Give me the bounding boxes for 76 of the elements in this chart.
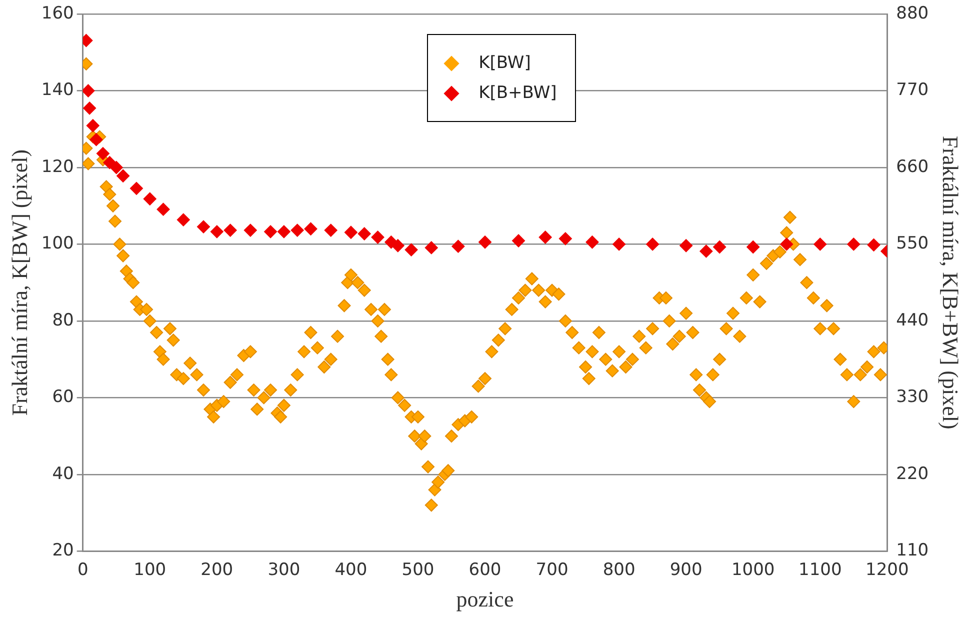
point (196, 220, 210, 234)
point (210, 225, 224, 238)
y-tick-label: 100 (41, 234, 74, 254)
point (814, 238, 827, 251)
point (130, 182, 143, 195)
legend-label: K[BW] (478, 53, 531, 73)
x-tick-label: 1000 (731, 560, 775, 580)
x-tick-label: 500 (402, 560, 434, 580)
point (156, 202, 170, 216)
y-tick-label: 40 (52, 464, 74, 484)
y2-tick-label: 550 (896, 234, 929, 254)
x-tick-label: 800 (602, 560, 636, 580)
y2-tick-label: 660 (896, 156, 929, 177)
y-tick-label: 120 (41, 156, 74, 177)
point (358, 227, 371, 240)
point (452, 240, 465, 253)
point (324, 224, 338, 237)
point (344, 226, 358, 239)
point (700, 244, 713, 258)
point (143, 192, 156, 206)
point (478, 236, 492, 249)
point (110, 160, 123, 174)
x-tick-label: 1200 (866, 560, 909, 580)
point (224, 224, 237, 237)
point (244, 224, 257, 237)
x-axis-title: pozice (456, 586, 514, 612)
point (96, 147, 110, 160)
point (512, 234, 526, 248)
point (612, 238, 626, 251)
x-tick-label: 300 (268, 560, 300, 580)
point (290, 224, 304, 237)
point (83, 102, 96, 115)
point (304, 222, 318, 236)
point (116, 169, 130, 182)
point (82, 84, 95, 98)
y-tick-label: 60 (52, 387, 74, 408)
x-tick-label: 900 (670, 560, 702, 580)
y-tick-label: 160 (41, 3, 74, 24)
y2-axis-title: Fraktální míra, K[B+BW] (pixel) (938, 136, 964, 430)
x-tick-label: 400 (334, 560, 368, 580)
y-tick-label: 20 (52, 540, 74, 561)
y-tick-label: 140 (41, 80, 74, 100)
point (680, 239, 693, 252)
y2-tick-label: 330 (896, 387, 929, 408)
point (176, 213, 190, 226)
point (646, 238, 660, 251)
x-tick-label: 100 (134, 560, 166, 580)
y2-tick-label: 880 (896, 3, 929, 24)
y2-tick-label: 770 (896, 80, 929, 100)
point (424, 241, 438, 254)
point (780, 238, 794, 251)
point (404, 243, 418, 256)
point (371, 230, 384, 244)
point (86, 119, 100, 132)
y2-tick-label: 220 (896, 464, 929, 484)
point (847, 238, 860, 251)
point (713, 240, 726, 254)
point (277, 225, 290, 238)
point (586, 236, 599, 249)
point (264, 225, 278, 238)
x-tick-label: 200 (200, 560, 234, 580)
point (558, 232, 572, 246)
x-tick-label: 1100 (798, 560, 842, 580)
point (391, 239, 404, 252)
legend-label: K[B+BW] (478, 83, 557, 103)
point (867, 238, 880, 252)
y-axis-title: Fraktální míra, K[BW] (pixel) (6, 149, 32, 416)
y-tick-label: 80 (52, 310, 74, 330)
point (746, 240, 760, 254)
y2-tick-label: 440 (896, 310, 929, 330)
point (90, 133, 103, 146)
x-tick-label: 700 (536, 560, 568, 580)
x-tick-label: 600 (468, 560, 502, 580)
x-tick-label: 0 (77, 560, 88, 580)
point (538, 230, 552, 244)
y2-tick-label: 110 (896, 540, 929, 561)
